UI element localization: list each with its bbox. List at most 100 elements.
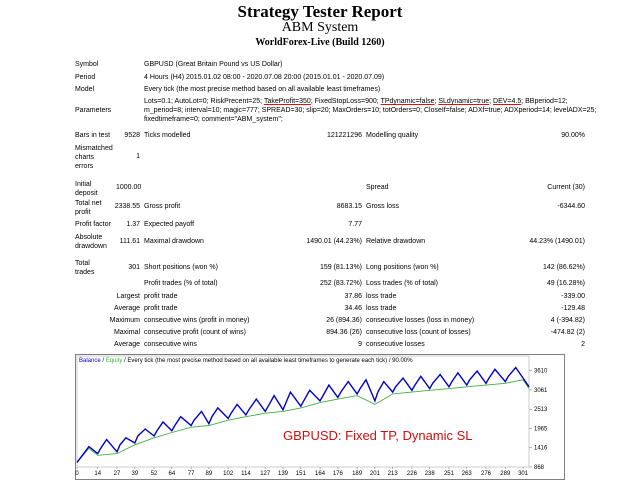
- chart-legend: Balance / Equity / Every tick (the most …: [79, 358, 413, 364]
- x-tick-label: 263: [462, 471, 473, 477]
- max-consecutive-wins-label: consecutive wins (profit in money): [144, 317, 250, 324]
- average-profit-value: 34.46: [344, 305, 362, 312]
- maximal-drawdown-label: Maximal drawdown: [144, 238, 204, 245]
- spread-label: Spread: [366, 184, 389, 191]
- max-consecutive-losses-value: 4 (-394.82): [550, 317, 585, 324]
- average-consecutive-losses-value: 2: [581, 341, 585, 348]
- parameters-line-2: m_period=8; interval=10; magic=777; SPRE…: [144, 107, 597, 114]
- x-tick-label: 14: [94, 471, 101, 477]
- x-tick-label: 226: [407, 471, 418, 477]
- gross-loss-label: Gross loss: [366, 203, 400, 210]
- maximal-drawdown-value: 1490.01 (44.23%): [306, 238, 362, 245]
- loss-trades-label: Loss trades (% of total): [366, 280, 438, 287]
- report-subtitle: ABM System: [281, 20, 359, 35]
- y-tick-label: 1965: [534, 426, 548, 432]
- net-profit-label: Total net profit: [75, 200, 102, 216]
- x-tick-label: 151: [296, 471, 307, 477]
- server-name: WorldForex-Live (Build 1260): [255, 37, 385, 48]
- gross-profit-label: Gross profit: [144, 203, 181, 210]
- profit-trades-value: 252 (83.72%): [319, 280, 362, 287]
- largest-profit-label: profit trade: [144, 293, 178, 300]
- maximal-consecutive-loss-label: consecutive loss (count of losses): [366, 329, 471, 336]
- absolute-drawdown-label: Absolute drawdown: [75, 234, 107, 250]
- chart-overlay-text: GBPUSD: Fixed TP, Dynamic SL: [283, 428, 473, 443]
- bars-value: 9528: [124, 132, 140, 139]
- deposit-label: Initial deposit: [75, 181, 98, 197]
- legend-description: / Every tick (the most precise method ba…: [122, 358, 413, 364]
- average2-label: Average: [114, 341, 140, 348]
- deposit-value: 1000.00: [116, 184, 142, 191]
- relative-drawdown-value: 44.23% (1490.01): [529, 238, 585, 245]
- long-positions-label: Long positions (won %): [366, 264, 439, 271]
- quality-label: Modelling quality: [366, 132, 419, 139]
- x-tick-label: 0: [75, 471, 79, 477]
- parameters-line-1: Lots=0.1; AutoLot=0; RiskPrecent=25; Tak…: [144, 98, 568, 105]
- x-tick-label: 201: [370, 471, 381, 477]
- average-profit-label: profit trade: [144, 305, 178, 312]
- mismatch-label: Mismatched charts errors: [75, 145, 113, 170]
- max-consecutive-losses-label: consecutive losses (loss in money): [366, 317, 475, 324]
- largest-loss-value: -339.00: [561, 293, 585, 300]
- average-consecutive-wins-value: 9: [358, 341, 362, 348]
- x-tick-label: 238: [425, 471, 436, 477]
- maximal-consecutive-loss-value: -474.82 (2): [550, 329, 585, 336]
- balance-chart: Balance / Equity / Every tick (the most …: [75, 354, 565, 480]
- x-tick-label: 52: [151, 471, 158, 477]
- profit-trades-label: Profit trades (% of total): [144, 280, 218, 287]
- x-tick-label: 289: [500, 471, 511, 477]
- x-tick-label: 89: [206, 471, 213, 477]
- x-tick-label: 301: [518, 471, 529, 477]
- net-profit-value: 2338.55: [114, 203, 140, 210]
- long-positions-value: 142 (86.62%): [542, 264, 585, 271]
- model-value: Every tick (the most precise method base…: [144, 86, 381, 93]
- model-label: Model: [75, 86, 95, 93]
- x-tick-label: 64: [169, 471, 176, 477]
- x-tick-label: 176: [333, 471, 344, 477]
- x-tick-label: 77: [188, 471, 195, 477]
- total-trades-label: Total trades: [75, 260, 95, 276]
- max-consecutive-wins-value: 26 (894.36): [326, 317, 362, 324]
- period-label: Period: [75, 74, 96, 81]
- x-tick-label: 102: [223, 471, 234, 477]
- largest-profit-value: 37.86: [344, 293, 362, 300]
- symbol-value: GBPUSD (Great Britain Pound vs US Dollar…: [144, 61, 283, 68]
- expected-payoff-label: Expected payoff: [144, 221, 195, 228]
- maximal-consecutive-profit-label: consecutive profit (count of wins): [144, 329, 246, 336]
- x-tick-label: 39: [131, 471, 138, 477]
- parameters-line-3: fixedtimeframe=0; comment="ABM_system";: [144, 116, 283, 123]
- y-tick-label: 3061: [534, 388, 548, 394]
- period-value: 4 Hours (H4) 2015.01.02 08:00 - 2020.07.…: [144, 74, 385, 81]
- largest-label: Largest: [116, 293, 140, 300]
- x-tick-label: 251: [444, 471, 455, 477]
- maximal-label: Maximal: [113, 329, 140, 336]
- average-consecutive-wins-label: consecutive wins: [144, 341, 197, 348]
- maximal-consecutive-profit-value: 894.36 (26): [326, 329, 362, 336]
- profit-factor-label: Profit factor: [75, 221, 111, 228]
- gross-profit-value: 8683.15: [336, 203, 362, 210]
- ticks-label: Ticks modelled: [144, 132, 191, 139]
- short-positions-label: Short positions (won %): [144, 264, 218, 271]
- mismatch-value: 1: [136, 153, 140, 160]
- y-tick-label: 3610: [534, 369, 548, 375]
- spread-value: Current (30): [547, 184, 585, 191]
- x-tick-label: 139: [278, 471, 289, 477]
- x-tick-label: 213: [388, 471, 399, 477]
- legend-separator: /: [101, 358, 106, 364]
- symbol-label: Symbol: [75, 61, 99, 68]
- total-trades-value: 301: [128, 264, 140, 271]
- equity-series-line: [76, 379, 530, 463]
- average-consecutive-losses-label: consecutive losses: [366, 341, 425, 348]
- parameters-label: Parameters: [75, 107, 112, 114]
- absolute-drawdown-value: 111.61: [119, 238, 140, 245]
- y-tick-label: 2513: [534, 407, 548, 413]
- expected-payoff-value: 7.77: [348, 221, 362, 228]
- y-tick-label: 868: [534, 465, 545, 471]
- gross-loss-value: -6344.60: [557, 203, 585, 210]
- maximum-label: Maximum: [109, 317, 140, 324]
- x-tick-label: 276: [481, 471, 492, 477]
- legend-equity: Equity: [106, 358, 123, 364]
- average-label: Average: [114, 305, 140, 312]
- largest-loss-label: loss trade: [366, 293, 397, 300]
- quality-value: 90.00%: [561, 132, 585, 139]
- report-title: Strategy Tester Report: [237, 2, 403, 21]
